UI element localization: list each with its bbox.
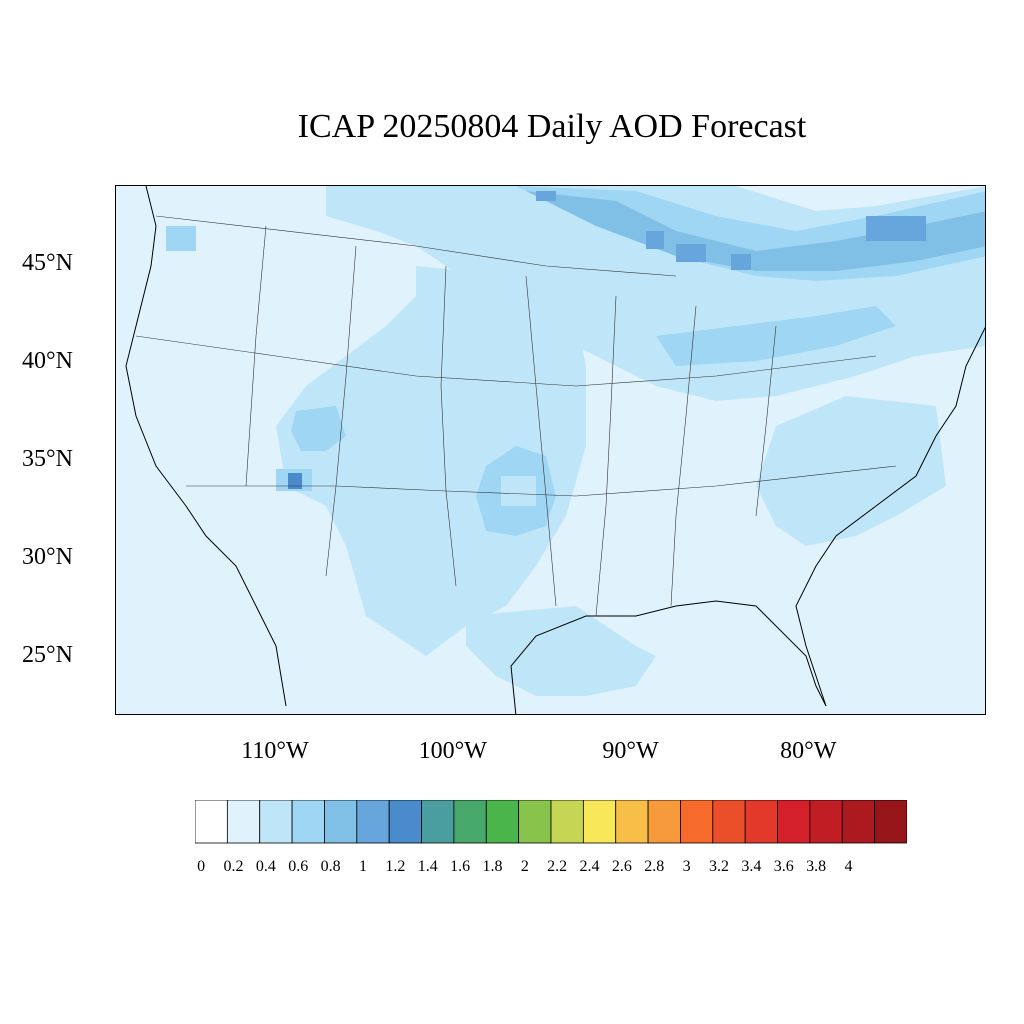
- lon-label: 100°W: [418, 738, 487, 764]
- band-peak-1: [646, 231, 664, 249]
- colorbar-swatch: [744, 800, 778, 844]
- plains-hole: [501, 476, 536, 506]
- colorbar-tick-label: 3.4: [741, 858, 762, 875]
- colorbar-tick-label: 2: [520, 858, 529, 875]
- chart-title: ICAP 20250804 Daily AOD Forecast: [297, 108, 807, 145]
- colorbar-swatch: [356, 800, 390, 844]
- colorbar-tick-label: 3: [682, 858, 691, 875]
- lon-label: 110°W: [241, 738, 309, 764]
- lat-label: 35°N: [22, 445, 73, 472]
- colorbar-tick-label: 0: [197, 858, 206, 875]
- colorbar-tick-label: 0.8: [320, 858, 341, 875]
- aod-map: [116, 186, 985, 714]
- arizona-spot-core: [288, 473, 302, 489]
- colorbar-swatch: [615, 800, 649, 844]
- colorbar-swatch: [291, 800, 325, 844]
- lon-label: 90°W: [602, 738, 659, 764]
- colorbar-swatch: [712, 800, 746, 844]
- colorbar-swatch: [582, 800, 617, 844]
- colorbar-swatch: [777, 800, 811, 844]
- colorbar-swatch: [680, 800, 714, 844]
- colorbar-swatch: [809, 800, 843, 844]
- colorbar-swatch: [874, 800, 907, 844]
- band-peak-2: [676, 244, 706, 262]
- colorbar-tick-label: 3.8: [806, 858, 827, 875]
- lat-label: 45°N: [22, 249, 73, 276]
- colorbar-swatch: [518, 800, 552, 844]
- coastlines: [125, 186, 985, 714]
- colorbar: [195, 800, 907, 844]
- colorbar-swatch: [485, 800, 520, 844]
- lon-label: 80°W: [780, 738, 837, 764]
- lat-label: 25°N: [22, 642, 73, 669]
- utah-plume: [291, 406, 346, 451]
- northern-band-core: [526, 191, 985, 271]
- colorbar-tick-label: 0.4: [255, 858, 276, 875]
- colorbar-tick-label: 1.6: [450, 858, 471, 875]
- colorbar-tick-label: 2.8: [644, 858, 665, 875]
- state-borders: [135, 215, 897, 617]
- colorbar-tick-label: 1.2: [385, 858, 406, 875]
- colorbar-swatch: [841, 800, 876, 844]
- colorbar-swatch: [453, 800, 487, 844]
- band-peak-4: [866, 216, 926, 241]
- map-panel: [115, 185, 986, 715]
- lat-label: 30°N: [22, 543, 73, 570]
- colorbar-swatch: [388, 800, 422, 844]
- pnw-spot: [166, 226, 196, 251]
- colorbar-swatch: [226, 800, 261, 844]
- colorbar-swatch: [195, 800, 228, 844]
- colorbar-swatch: [259, 800, 293, 844]
- colorbar-swatch: [647, 800, 681, 844]
- colorbar-tick-label: 2.4: [579, 858, 600, 875]
- colorbar-swatch: [421, 800, 455, 844]
- colorbar-tick-label: 1.4: [417, 858, 438, 875]
- colorbar-tick-label: 1: [359, 858, 367, 875]
- colorbar-tick-label: 0.2: [223, 858, 244, 875]
- lower-great-lakes-band: [656, 306, 896, 366]
- colorbar-tick-label: 3.6: [773, 858, 794, 875]
- lat-label: 40°N: [22, 347, 73, 374]
- colorbar-tick-label: 0.6: [288, 858, 309, 875]
- colorbar-tick-label: 2.6: [611, 858, 632, 875]
- colorbar-tick-label: 2.2: [547, 858, 568, 875]
- band-peak-3: [731, 254, 751, 270]
- gulf-coast-plume: [466, 606, 656, 696]
- colorbar-swatch: [324, 800, 358, 844]
- colorbar-tick-label: 1.8: [482, 858, 503, 875]
- colorbar-swatch: [550, 800, 584, 844]
- colorbar-tick-label: 4: [844, 858, 853, 875]
- band-peak-5: [536, 191, 556, 201]
- colorbar-tick-label: 3.2: [709, 858, 729, 875]
- central-plains-plume: [276, 266, 586, 656]
